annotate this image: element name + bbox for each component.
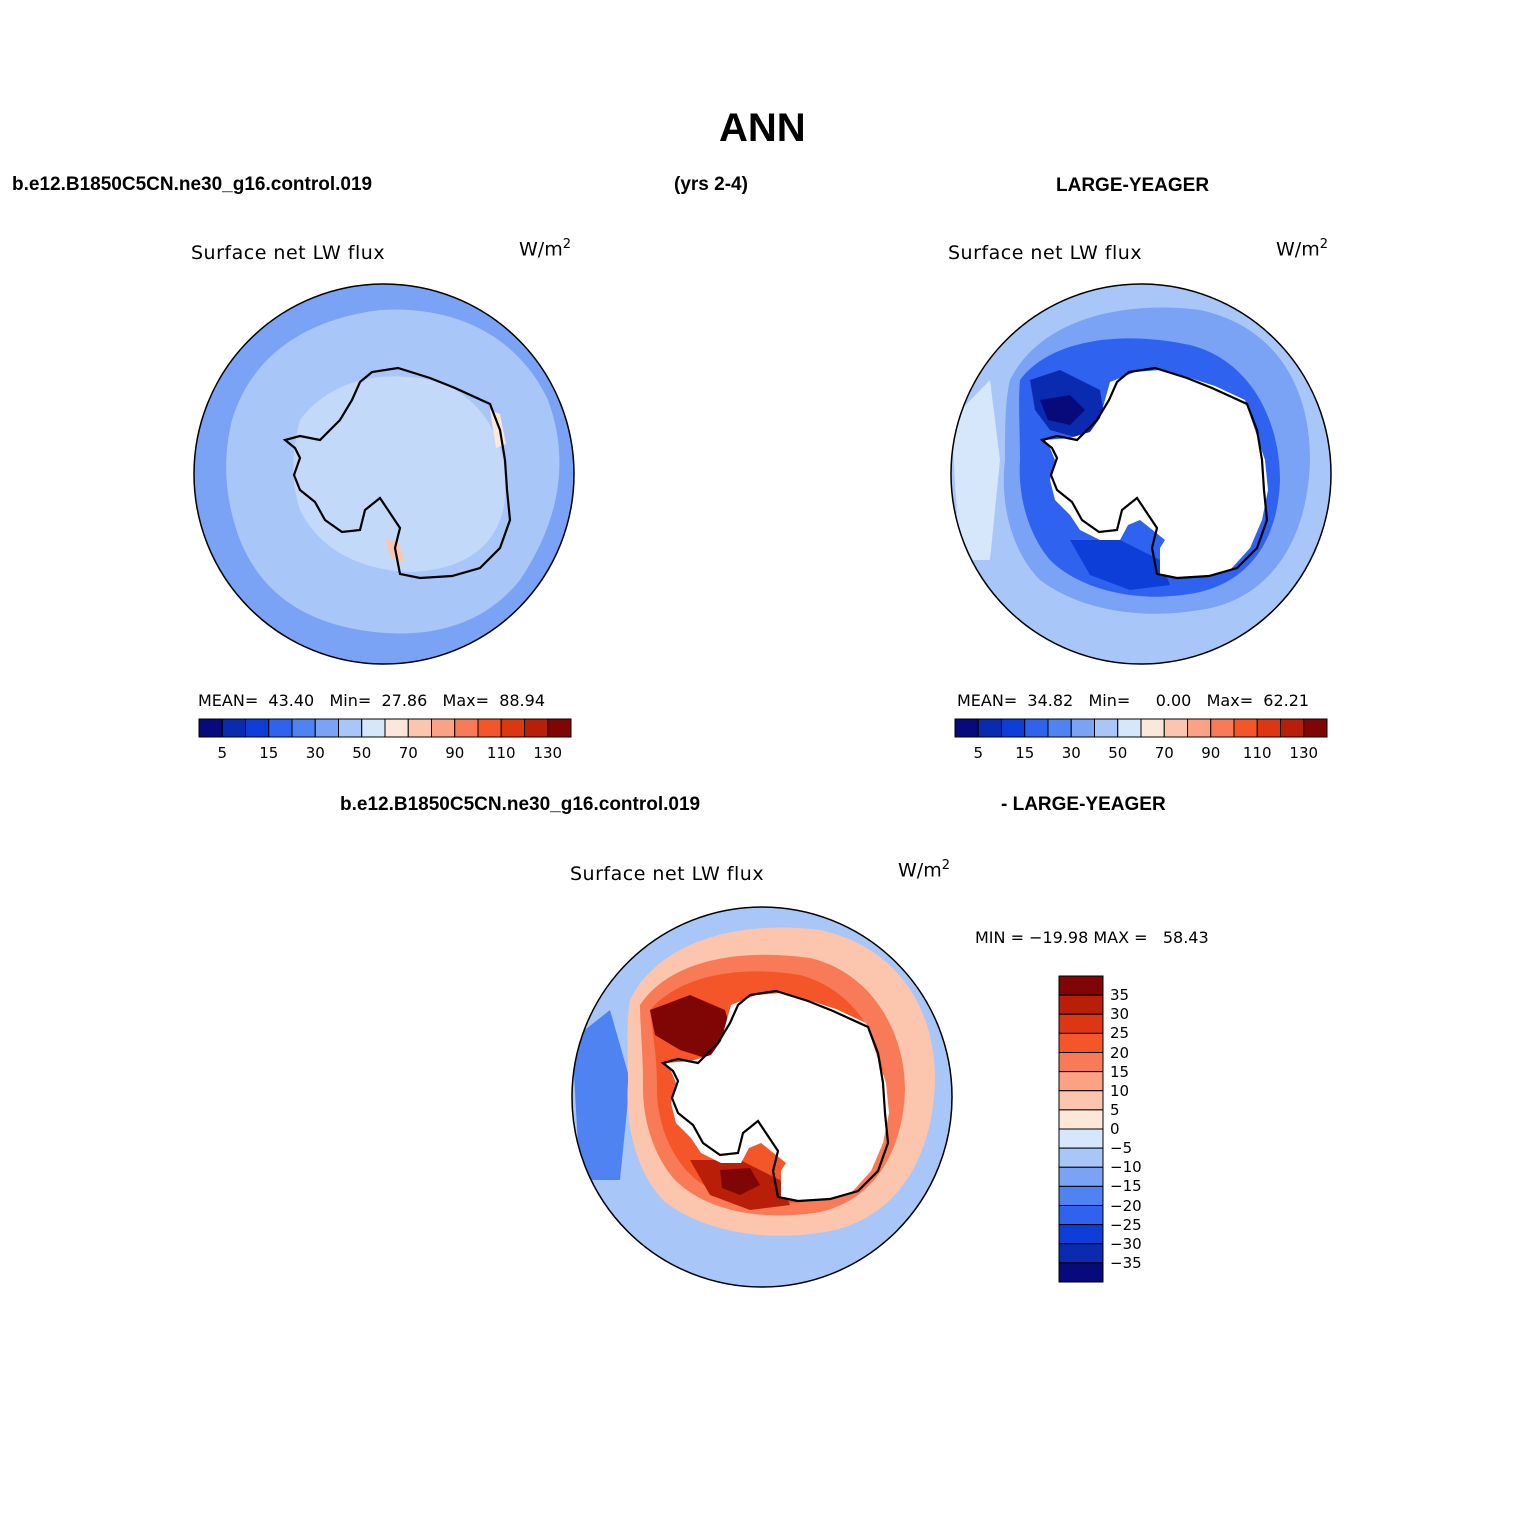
obs-outer-light [951, 380, 1000, 560]
obs-name: LARGE-YEAGER [1056, 175, 1210, 196]
page-title: ANN [719, 106, 806, 150]
colorbar-swatch [1303, 718, 1328, 738]
obs-map-boundary [950, 283, 1332, 665]
diff-map-boundary [571, 906, 953, 1288]
colorbar-swatch [1058, 1128, 1104, 1149]
diff-case-name: b.e12.B1850C5CN.ne30_g16.control.019 [340, 794, 701, 815]
colorbar-swatch [1058, 1224, 1104, 1245]
colorbar-swatch [1058, 1147, 1104, 1168]
colorbar-tick-label: −20 [1110, 1196, 1142, 1215]
colorbar-tick-label: 5 [973, 744, 984, 762]
obs-antarctica-coast [1039, 366, 1269, 580]
colorbar-tick-label: 0 [1110, 1120, 1120, 1138]
model-antarctica-coast [282, 366, 512, 580]
colorbar-swatch [1058, 994, 1104, 1015]
colorbar-tick-label: 70 [1154, 744, 1174, 762]
model-inner-band [293, 376, 506, 572]
diff-ross-core [720, 1168, 760, 1195]
colorbar-tick-label: 20 [1110, 1043, 1130, 1062]
colorbar-tick-label: −25 [1110, 1215, 1142, 1234]
colorbar-swatch [547, 718, 572, 738]
years-label: (yrs 2-4) [674, 174, 748, 195]
diff-minmax: MIN = −19.98 MAX = 58.43 [975, 928, 1209, 947]
colorbar-swatch [1058, 1052, 1104, 1073]
model-stats: MEAN= 43.40 Min= 27.86 Max= 88.94 [198, 691, 545, 710]
colorbar-tick-label: 90 [445, 744, 465, 762]
diff-obs-name: - LARGE-YEAGER [1001, 794, 1166, 815]
colorbar-swatch [1058, 1166, 1104, 1187]
colorbar-tick-label: 50 [1108, 744, 1128, 762]
obs-deep-weddell-core [1040, 395, 1085, 425]
obs-colorbar-labels: 5 15 30 50 70 90 110 130 [955, 744, 1327, 764]
diff-ice-white [666, 993, 889, 1201]
colorbar-tick-label: 15 [1015, 744, 1035, 762]
colorbar-swatch [1058, 1032, 1104, 1054]
colorbar-swatch [1058, 1071, 1104, 1092]
diff-colorbar-labels: 35 30 25 20 15 10 5 0 −5 −10 −15 −20 −25 −30 −35 [1110, 975, 1170, 1283]
model-colorbar [198, 718, 572, 738]
model-panel-units: W/m2 [519, 237, 571, 261]
colorbar-tick-label: −30 [1110, 1234, 1142, 1253]
colorbar-swatch [1058, 1185, 1104, 1207]
colorbar-tick-label: 30 [1110, 1005, 1130, 1024]
colorbar-tick-label: 130 [533, 744, 563, 762]
colorbar-tick-label: −15 [1110, 1177, 1142, 1196]
diff-panel-units: W/m2 [898, 858, 950, 882]
colorbar-tick-label: 10 [1110, 1081, 1130, 1100]
model-colorbar-labels: 5 15 30 50 70 90 110 130 [199, 744, 571, 764]
colorbar-tick-label: 130 [1289, 744, 1319, 762]
colorbar-tick-label: 15 [1110, 1062, 1130, 1081]
obs-stats: MEAN= 34.82 Min= 0.00 Max= 62.21 [957, 691, 1310, 710]
obs-ice-white [1045, 370, 1268, 578]
obs-colorbar [954, 718, 1328, 738]
colorbar-tick-label: −35 [1110, 1253, 1142, 1272]
model-panel-title: Surface net LW flux [191, 242, 386, 264]
colorbar-tick-label: 90 [1201, 744, 1221, 762]
colorbar-swatch [1058, 975, 1104, 996]
colorbar-tick-label: 50 [352, 744, 372, 762]
colorbar-tick-label: 110 [486, 744, 516, 762]
diff-panel-title: Surface net LW flux [570, 863, 765, 885]
colorbar-swatch [1058, 1013, 1104, 1034]
obs-panel-units: W/m2 [1276, 237, 1328, 261]
colorbar-tick-label: 110 [1242, 744, 1272, 762]
diff-colorbar [1058, 975, 1104, 1283]
colorbar-swatch [1058, 1090, 1104, 1111]
case-name: b.e12.B1850C5CN.ne30_g16.control.019 [12, 174, 373, 195]
colorbar-tick-label: 5 [1110, 1100, 1120, 1119]
colorbar-tick-label: −10 [1110, 1158, 1142, 1177]
colorbar-swatch [1058, 1109, 1104, 1130]
diff-antarctica-coast [660, 989, 890, 1203]
diff-weddell-max [650, 995, 732, 1060]
colorbar-swatch [1058, 1262, 1104, 1283]
colorbar-tick-label: 35 [1110, 986, 1130, 1005]
obs-deep-ross [1070, 540, 1170, 590]
colorbar-swatch [1058, 1243, 1104, 1264]
colorbar-tick-label: 25 [1110, 1024, 1130, 1043]
colorbar-tick-label: 30 [1061, 744, 1081, 762]
diff-outer-blue [572, 1010, 630, 1180]
colorbar-tick-label: 15 [259, 744, 279, 762]
colorbar-tick-label: 70 [398, 744, 418, 762]
obs-panel-title: Surface net LW flux [948, 242, 1143, 264]
colorbar-tick-label: 5 [217, 744, 228, 762]
colorbar-tick-label: −5 [1110, 1139, 1133, 1158]
colorbar-swatch [1058, 1205, 1104, 1226]
colorbar-tick-label: 30 [305, 744, 325, 762]
model-map-boundary [193, 283, 575, 665]
